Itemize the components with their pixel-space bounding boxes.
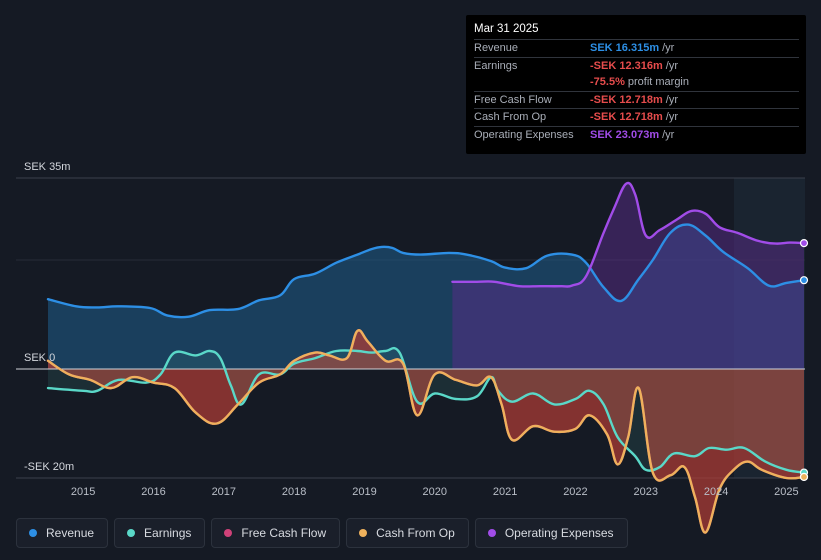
tooltip-row-revenue: Revenue SEK 16.315m /yr	[474, 39, 799, 57]
tooltip-unit: /yr	[662, 128, 675, 141]
legend-item-cash-from-op[interactable]: Cash From Op	[346, 518, 469, 548]
x-tick-label: 2018	[282, 486, 306, 498]
x-tick-label: 2017	[212, 486, 236, 498]
cash-from-op-area	[48, 330, 804, 533]
legend-dot-icon	[29, 529, 37, 537]
legend-dot-icon	[359, 529, 368, 537]
x-tick-label: 2016	[141, 486, 165, 498]
tooltip-value: -SEK 12.718m	[590, 111, 663, 123]
tooltip-date: Mar 31 2025	[474, 23, 539, 35]
x-tick-label: 2019	[352, 486, 376, 498]
tooltip-row-opex: Operating Expenses SEK 23.073m /yr	[474, 125, 799, 144]
legend-label: Earnings	[144, 526, 192, 540]
legend-label: Free Cash Flow	[241, 526, 327, 540]
legend-label: Cash From Op	[376, 526, 455, 540]
tooltip-label: Revenue	[474, 42, 519, 54]
tooltip-row-margin: -75.5% profit margin	[474, 74, 799, 91]
x-tick-label: 2023	[634, 486, 658, 498]
y-axis-max-label: SEK 35m	[24, 161, 70, 173]
legend-item-revenue[interactable]: Revenue	[16, 518, 109, 548]
legend-label: Operating Expenses	[504, 526, 614, 540]
y-axis-zero-label: SEK 0	[24, 352, 55, 364]
tooltip-unit: /yr	[665, 59, 678, 72]
cash-from-op-end-marker	[799, 472, 809, 482]
tooltip-row-fcf: Free Cash Flow -SEK 12.718m /yr	[474, 90, 799, 109]
tooltip-row-earnings: Earnings -SEK 12.316m /yr	[474, 56, 799, 75]
tooltip-label: Cash From Op	[474, 111, 547, 123]
tooltip-value: -75.5%	[590, 76, 625, 88]
tooltip-value: SEK 16.315m	[590, 42, 660, 54]
earnings-area	[48, 348, 804, 473]
legend: Revenue Earnings Free Cash Flow Cash Fro…	[16, 518, 628, 548]
legend-dot-icon	[487, 529, 496, 537]
tooltip-label: Earnings	[474, 59, 518, 72]
y-axis-min-label: -SEK 20m	[24, 461, 74, 473]
tooltip-unit: /yr	[662, 42, 675, 54]
tooltip-unit: profit margin	[627, 76, 689, 88]
x-tick-label: 2022	[563, 486, 587, 498]
earnings-line	[46, 346, 806, 474]
operating-expenses-line	[451, 181, 806, 288]
x-tick-label: 2021	[493, 486, 517, 498]
legend-item-free-cash-flow[interactable]: Free Cash Flow	[211, 518, 341, 548]
tooltip-value: SEK 23.073m	[590, 128, 660, 141]
operating-expenses-end-marker	[799, 239, 809, 248]
free-cash-flow-area	[48, 330, 804, 533]
operating-expenses-area	[452, 182, 804, 369]
tooltip-value: -SEK 12.718m	[590, 93, 663, 106]
x-tick-label: 2025	[774, 486, 798, 498]
tooltip-label: Free Cash Flow	[474, 93, 552, 106]
revenue-line	[46, 223, 806, 319]
tooltip: Mar 31 2025 Revenue SEK 16.315m /yr Earn…	[466, 15, 806, 154]
x-tick-label: 2024	[704, 486, 728, 498]
legend-label: Revenue	[46, 526, 95, 540]
tooltip-row-cfo: Cash From Op -SEK 12.718m /yr	[474, 108, 799, 126]
tooltip-label: Operating Expenses	[474, 128, 574, 141]
legend-item-earnings[interactable]: Earnings	[114, 518, 206, 548]
legend-dot-icon	[224, 529, 233, 537]
tooltip-label	[474, 74, 590, 91]
legend-dot-icon	[127, 529, 136, 537]
tooltip-value: -SEK 12.316m	[590, 59, 663, 72]
legend-item-operating-expenses[interactable]: Operating Expenses	[474, 518, 628, 548]
tooltip-unit: /yr	[665, 93, 678, 106]
cash-from-op-line	[46, 329, 806, 534]
tooltip-unit: /yr	[665, 111, 678, 123]
revenue-end-marker	[799, 276, 809, 285]
x-tick-label: 2020	[423, 486, 447, 498]
x-tick-label: 2015	[71, 486, 95, 498]
